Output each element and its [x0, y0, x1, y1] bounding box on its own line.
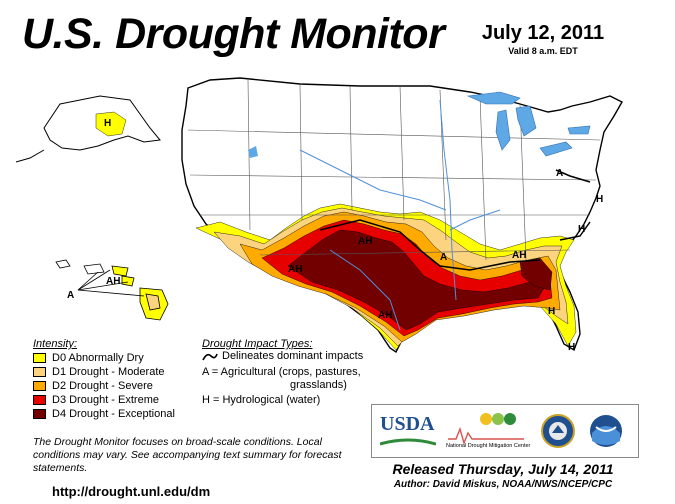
great-lakes: [466, 91, 591, 157]
release-date: Released Thursday, July 14, 2011: [392, 461, 614, 477]
ndmc-logo-icon: [448, 413, 524, 446]
noaa-logo-icon: [590, 415, 622, 447]
label-tx-ah: AH: [378, 310, 392, 321]
label-east-h: H: [596, 194, 603, 205]
impact-heading: Drought Impact Types:: [202, 338, 313, 350]
label-mid-a: A: [440, 252, 447, 263]
usda-logo-text: USDA: [380, 413, 435, 435]
label-se-h1: H: [578, 224, 585, 235]
doc-seal-icon: [541, 414, 575, 448]
legend-swatch-d0: [33, 352, 46, 363]
label-south-ah: AH: [512, 250, 526, 261]
aleutians: [15, 149, 45, 163]
label-hawaii-ah: AH: [106, 276, 120, 287]
legend-item-d4: D4 Drought - Exceptional: [33, 407, 175, 420]
great-salt-lake: [248, 146, 258, 158]
legend-swatch-d1: [33, 366, 46, 377]
website-url[interactable]: http://drought.unl.edu/dm: [52, 484, 211, 499]
sponsor-logos: USDA National Drought Mitigation Center: [371, 404, 639, 458]
legend-label-d4: D4 Drought - Exceptional: [52, 407, 175, 420]
legend-item-d2: D2 Drought - Severe: [33, 379, 153, 392]
hawaii: [55, 259, 169, 321]
label-east-a: A: [556, 168, 563, 179]
disclaimer-note: The Drought Monitor focuses on broad-sca…: [33, 436, 342, 474]
legend-swatch-d4: [33, 408, 46, 419]
map-date: July 12, 2011: [481, 22, 605, 44]
legend-swatch-d3: [33, 394, 46, 405]
hawaii-leader-lines: [77, 269, 145, 297]
legend-label-d2: D2 Drought - Severe: [52, 379, 153, 392]
legend-label-d0: D0 Abnormally Dry: [52, 351, 144, 364]
impact-lines: [319, 169, 591, 271]
usda-logo-swoosh: [380, 438, 436, 446]
legend-item-d0: D0 Abnormally Dry: [33, 351, 144, 364]
impact-line-icon: [202, 353, 218, 361]
label-plains-ah: AH: [358, 236, 372, 247]
ndmc-line1: National: [446, 443, 467, 449]
state-borders: [187, 79, 601, 261]
impact-hydrological: H = Hydrological (water): [202, 394, 321, 406]
label-sw-ah: AH: [288, 264, 302, 275]
label-se-h3: H: [568, 342, 575, 353]
d4-georgia: [519, 257, 553, 291]
legend-item-d1: D1 Drought - Moderate: [33, 365, 165, 378]
d4-region: [287, 229, 545, 331]
author-credit: Author: David Miskus, NOAA/NWS/NCEP/CPC: [393, 479, 613, 490]
legend-item-d3: D3 Drought - Extreme: [33, 393, 159, 406]
impact-agricultural: A = Agricultural (crops, pastures,: [202, 366, 361, 378]
ndmc-line2: Drought Mitigation Center: [467, 443, 531, 449]
valid-time: Valid 8 a.m. EDT: [508, 46, 578, 56]
label-hawaii-a: A: [67, 290, 74, 301]
legend-label-d1: D1 Drought - Moderate: [52, 365, 165, 378]
rivers: [299, 99, 501, 331]
alaska-d0: [95, 111, 127, 137]
impact-line-desc: Delineates dominant impacts: [222, 350, 364, 362]
page-title: U.S. Drought Monitor: [22, 10, 445, 58]
ndmc-logo-text: National Drought Mitigation Center: [446, 443, 530, 449]
intensity-heading: Intensity:: [33, 338, 78, 350]
legend-label-d3: D3 Drought - Extreme: [52, 393, 159, 406]
label-alaska-h: H: [104, 118, 111, 129]
label-se-h2: H: [548, 306, 555, 317]
legend-swatch-d2: [33, 380, 46, 391]
impact-agricultural-cont: grasslands): [290, 379, 347, 391]
